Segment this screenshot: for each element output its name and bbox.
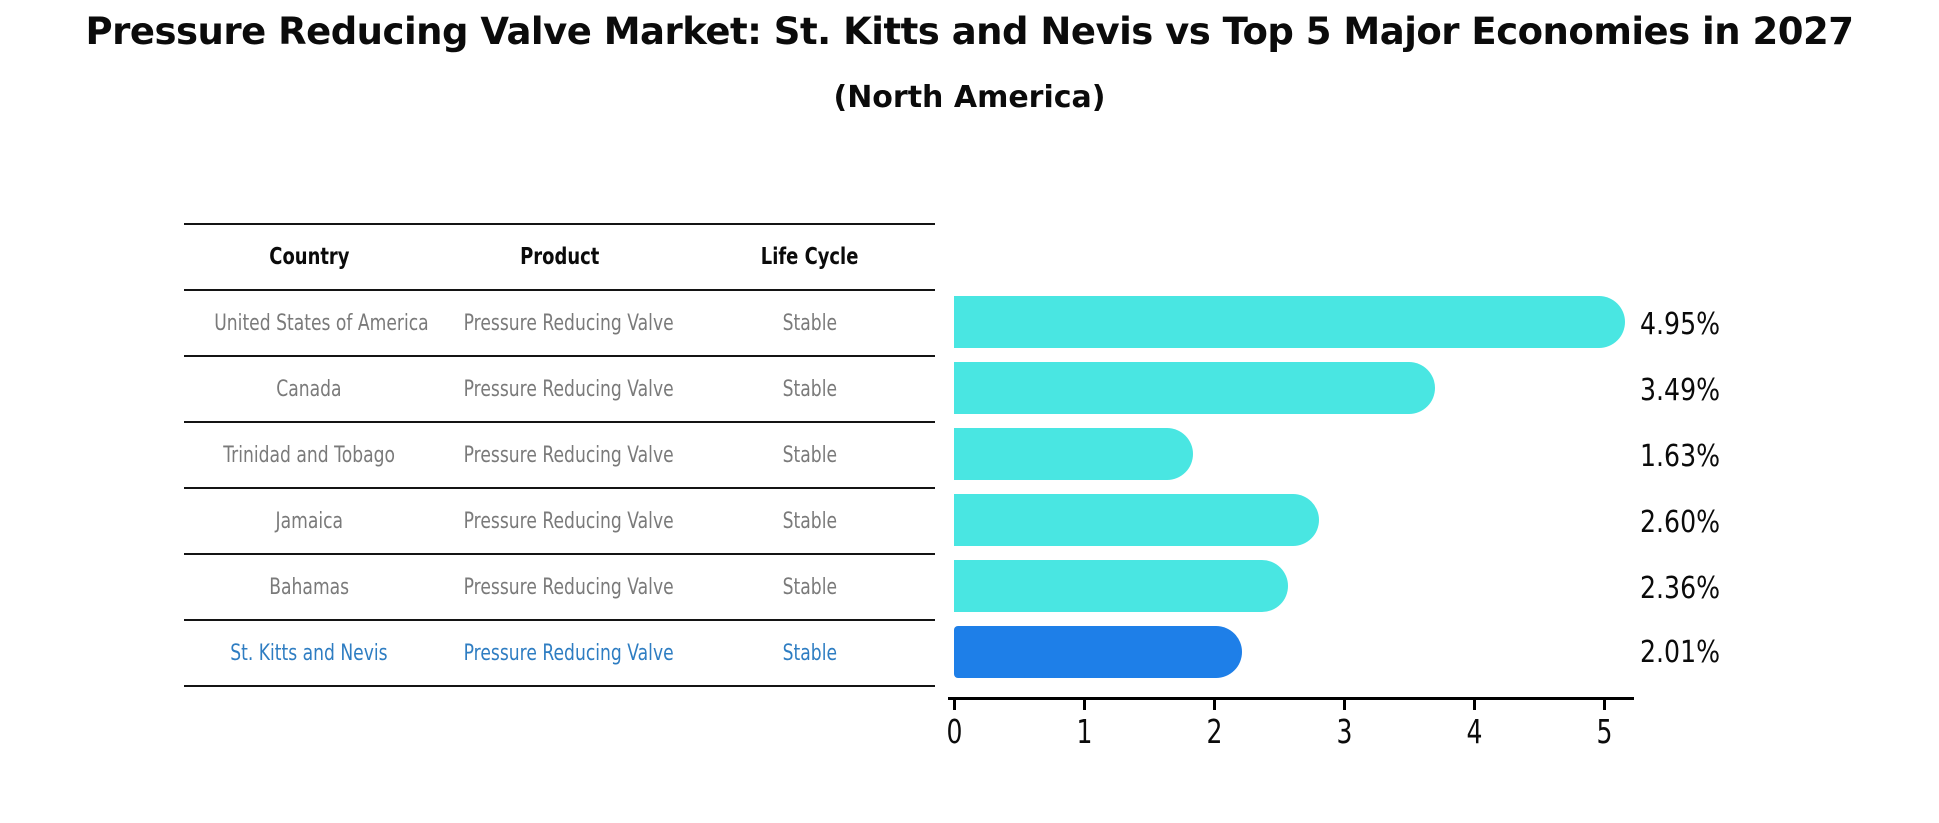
column-header-life-cycle: Life Cycle (760, 244, 859, 270)
life-cycle-cell: Stable (782, 376, 837, 402)
table-row: Canada Pressure Reducing Valve Stable (184, 357, 935, 423)
bar-bahamas (954, 560, 1288, 612)
column-header-country: Country (269, 244, 350, 270)
product-cell: Pressure Reducing Valve (463, 574, 674, 600)
table-row: United States of America Pressure Reduci… (184, 291, 935, 357)
life-cycle-cell: Stable (782, 310, 837, 336)
table-header-row: Country Product Life Cycle (184, 225, 935, 291)
product-cell: Pressure Reducing Valve (463, 508, 674, 534)
product-cell: Pressure Reducing Valve (463, 376, 674, 402)
value-label: 4.95% (1640, 307, 1721, 342)
value-label: 2.01% (1640, 635, 1721, 670)
life-cycle-cell: Stable (782, 442, 837, 468)
x-axis-tick (1602, 700, 1606, 710)
life-cycle-cell: Stable (782, 574, 837, 600)
column-header-product: Product (519, 244, 600, 270)
x-axis-tick-label: 5 (1596, 712, 1612, 751)
bar-trinidad-and-tobago (954, 428, 1193, 480)
value-label: 1.63% (1640, 439, 1721, 474)
table-row-highlighted: St. Kitts and Nevis Pressure Reducing Va… (184, 621, 935, 687)
country-cell: United States of America (214, 310, 429, 336)
x-axis-tick (1082, 700, 1086, 710)
value-label: 2.60% (1640, 505, 1721, 540)
life-cycle-cell: Stable (782, 640, 837, 666)
country-cell: St. Kitts and Nevis (230, 640, 388, 666)
table-row: Jamaica Pressure Reducing Valve Stable (184, 489, 935, 555)
country-cell: Canada (276, 376, 342, 402)
product-cell: Pressure Reducing Valve (463, 310, 674, 336)
table-row: Trinidad and Tobago Pressure Reducing Va… (184, 423, 935, 489)
country-cell: Bahamas (269, 574, 350, 600)
x-axis-tick-label: 2 (1206, 712, 1222, 751)
value-label: 3.49% (1640, 373, 1721, 408)
country-table: Country Product Life Cycle United States… (184, 223, 935, 687)
product-cell: Pressure Reducing Valve (463, 442, 674, 468)
x-axis-tick (1342, 700, 1346, 710)
product-cell: Pressure Reducing Valve (463, 640, 674, 666)
x-axis-line (948, 697, 1634, 700)
x-axis-tick-label: 1 (1076, 712, 1092, 751)
bar-jamaica (954, 494, 1319, 546)
life-cycle-cell: Stable (782, 508, 837, 534)
bar-united-states (954, 296, 1625, 348)
x-axis-tick-label: 0 (946, 712, 962, 751)
bar-st-kitts-and-nevis-highlighted (954, 626, 1243, 678)
table-row: Bahamas Pressure Reducing Valve Stable (184, 555, 935, 621)
bar-canada (954, 362, 1435, 414)
country-cell: Trinidad and Tobago (223, 442, 396, 468)
x-axis-tick-label: 4 (1466, 712, 1482, 751)
value-label: 2.36% (1640, 571, 1721, 606)
country-cell: Jamaica (275, 508, 343, 534)
page-subtitle: (North America) (833, 80, 1106, 115)
x-axis-tick-label: 3 (1336, 712, 1352, 751)
x-axis-tick (1472, 700, 1476, 710)
x-axis-tick (952, 700, 956, 710)
page-title: Pressure Reducing Valve Market: St. Kitt… (85, 10, 1854, 53)
x-axis-tick (1212, 700, 1216, 710)
